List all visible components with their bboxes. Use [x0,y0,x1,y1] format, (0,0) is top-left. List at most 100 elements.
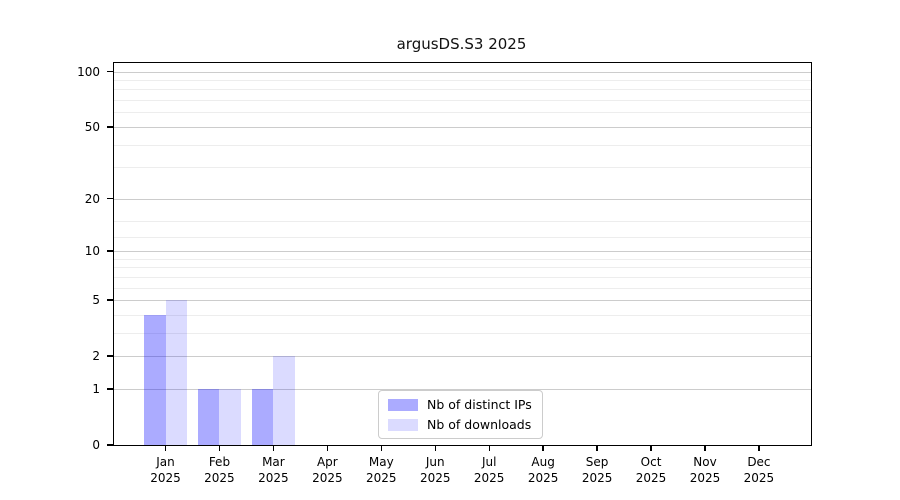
plot-area: 0 1 2 5 10 20 50 100 Jan 2025 Feb 2025 Mar 2025 Apr 20… [77,62,812,485]
legend-item-downloads: Nb of downloads [388,417,532,432]
x-tick-mark-apr [326,445,329,451]
x-tick-month-jun: Jun [425,455,445,469]
x-tick-month-dec: Dec [747,455,771,469]
x-tick-label-jul: Jul 2025 [457,454,521,486]
x-tick-mark-nov [704,445,706,451]
x-tick-mark-feb [218,445,221,451]
major-gridline-20 [114,198,811,200]
bar-nb-of-downloads-feb [219,388,241,445]
x-tick-year-oct: 2025 [635,471,667,485]
y-tick-mark-50 [107,126,114,128]
x-tick-month-apr: Apr [316,455,338,469]
x-tick-mark-jun [434,445,436,451]
x-tick-mark-aug [542,445,544,451]
x-tick-label-feb: Feb 2025 [187,454,251,486]
minor-gridline-60 [114,112,811,114]
x-tick-month-nov: Nov [693,455,717,469]
x-tick-month-feb: Feb [208,455,231,469]
x-tick-label-apr: Apr 2025 [295,454,359,486]
minor-gridline-8 [114,267,811,269]
y-tick-mark-2 [107,355,114,357]
x-tick-label-may: May 2025 [349,454,413,486]
y-tick-label-0: 0 [92,438,100,452]
legend: Nb of distinct IPs Nb of downloads [378,390,543,439]
x-tick-month-may: May [368,455,394,469]
x-tick-label-oct: Oct 2025 [619,454,683,486]
minor-gridline-6 [114,287,811,289]
x-tick-label-jun: Jun 2025 [403,454,467,486]
x-tick-month-sep: Sep [585,455,609,469]
x-tick-mark-mar [272,445,275,451]
x-tick-year-apr: 2025 [312,471,343,485]
y-tick-mark-0 [107,444,114,446]
major-gridline-10 [114,250,811,252]
minor-gridline-7 [114,276,811,278]
minor-gridline-30 [114,167,811,169]
minor-gridline-3 [114,332,811,334]
y-tick-mark-1 [107,388,114,390]
x-tick-year-nov: 2025 [689,471,721,485]
x-tick-mark-oct [650,445,652,451]
x-tick-year-mar: 2025 [258,471,289,485]
legend-item-distinct-ips: Nb of distinct IPs [388,397,532,412]
bar-nb-of-distinct-ips-feb [197,388,220,445]
x-tick-year-may: 2025 [366,471,397,485]
x-tick-label-nov: Nov 2025 [673,454,737,486]
y-tick-label-5: 5 [92,293,100,308]
y-tick-mark-5 [107,299,114,301]
x-tick-month-aug: Aug [531,455,555,469]
bar-nb-of-distinct-ips-mar [251,388,274,445]
bar-nb-of-downloads-mar [273,356,295,445]
x-tick-month-oct: Oct [640,455,662,469]
legend-swatch-downloads-icon [388,418,418,431]
major-gridline-100 [114,71,811,73]
bar-nb-of-distinct-ips-jan [144,314,166,445]
legend-label-distinct-ips: Nb of distinct IPs [427,397,532,412]
y-tick-label-1: 1 [92,381,100,396]
x-tick-label-jan: Jan 2025 [134,454,198,486]
major-gridline-2 [114,356,811,358]
x-tick-year-sep: 2025 [581,471,613,485]
minor-gridline-15 [114,220,811,222]
x-tick-month-jan: Jan [156,455,175,469]
x-tick-year-jul: 2025 [473,471,505,485]
minor-gridline-12 [114,237,811,239]
x-tick-year-jun: 2025 [419,471,451,485]
y-tick-label-2: 2 [92,349,100,364]
x-tick-mark-dec [758,445,760,451]
y-tick-label-50: 50 [84,119,100,134]
x-tick-year-feb: 2025 [204,471,235,485]
y-tick-label-20: 20 [84,191,100,206]
y-tick-label-100: 100 [77,64,100,79]
x-tick-year-dec: 2025 [743,471,775,485]
minor-gridline-90 [114,80,811,82]
minor-gridline-70 [114,100,811,102]
y-tick-label-10: 10 [84,243,100,258]
y-tick-mark-10 [107,250,114,252]
y-tick-mark-100 [107,70,114,73]
minor-gridline-4 [114,314,811,316]
x-tick-label-dec: Dec 2025 [727,454,791,486]
y-tick-mark-20 [107,197,114,200]
legend-swatch-distinct-ips-icon [388,398,418,411]
x-tick-month-jul: Jul [481,455,497,469]
x-tick-label-sep: Sep 2025 [565,454,629,486]
x-tick-mark-jan [164,445,167,451]
major-gridline-50 [114,126,811,128]
major-gridline-1 [114,388,811,390]
bar-nb-of-downloads-jan [165,300,187,445]
major-gridline-5 [114,300,811,302]
x-tick-mark-sep [596,445,598,451]
x-tick-year-aug: 2025 [527,471,559,485]
minor-gridline-40 [114,144,811,146]
x-tick-label-mar: Mar 2025 [241,454,305,486]
x-tick-month-mar: Mar [262,455,285,469]
x-tick-label-aug: Aug 2025 [511,454,575,486]
minor-gridline-80 [114,89,811,91]
legend-label-downloads: Nb of downloads [427,417,532,432]
x-tick-mark-jul [488,445,490,451]
minor-gridline-9 [114,258,811,260]
x-tick-year-jan: 2025 [150,471,181,485]
chart-title: argusDS.S3 2025 [396,35,527,53]
